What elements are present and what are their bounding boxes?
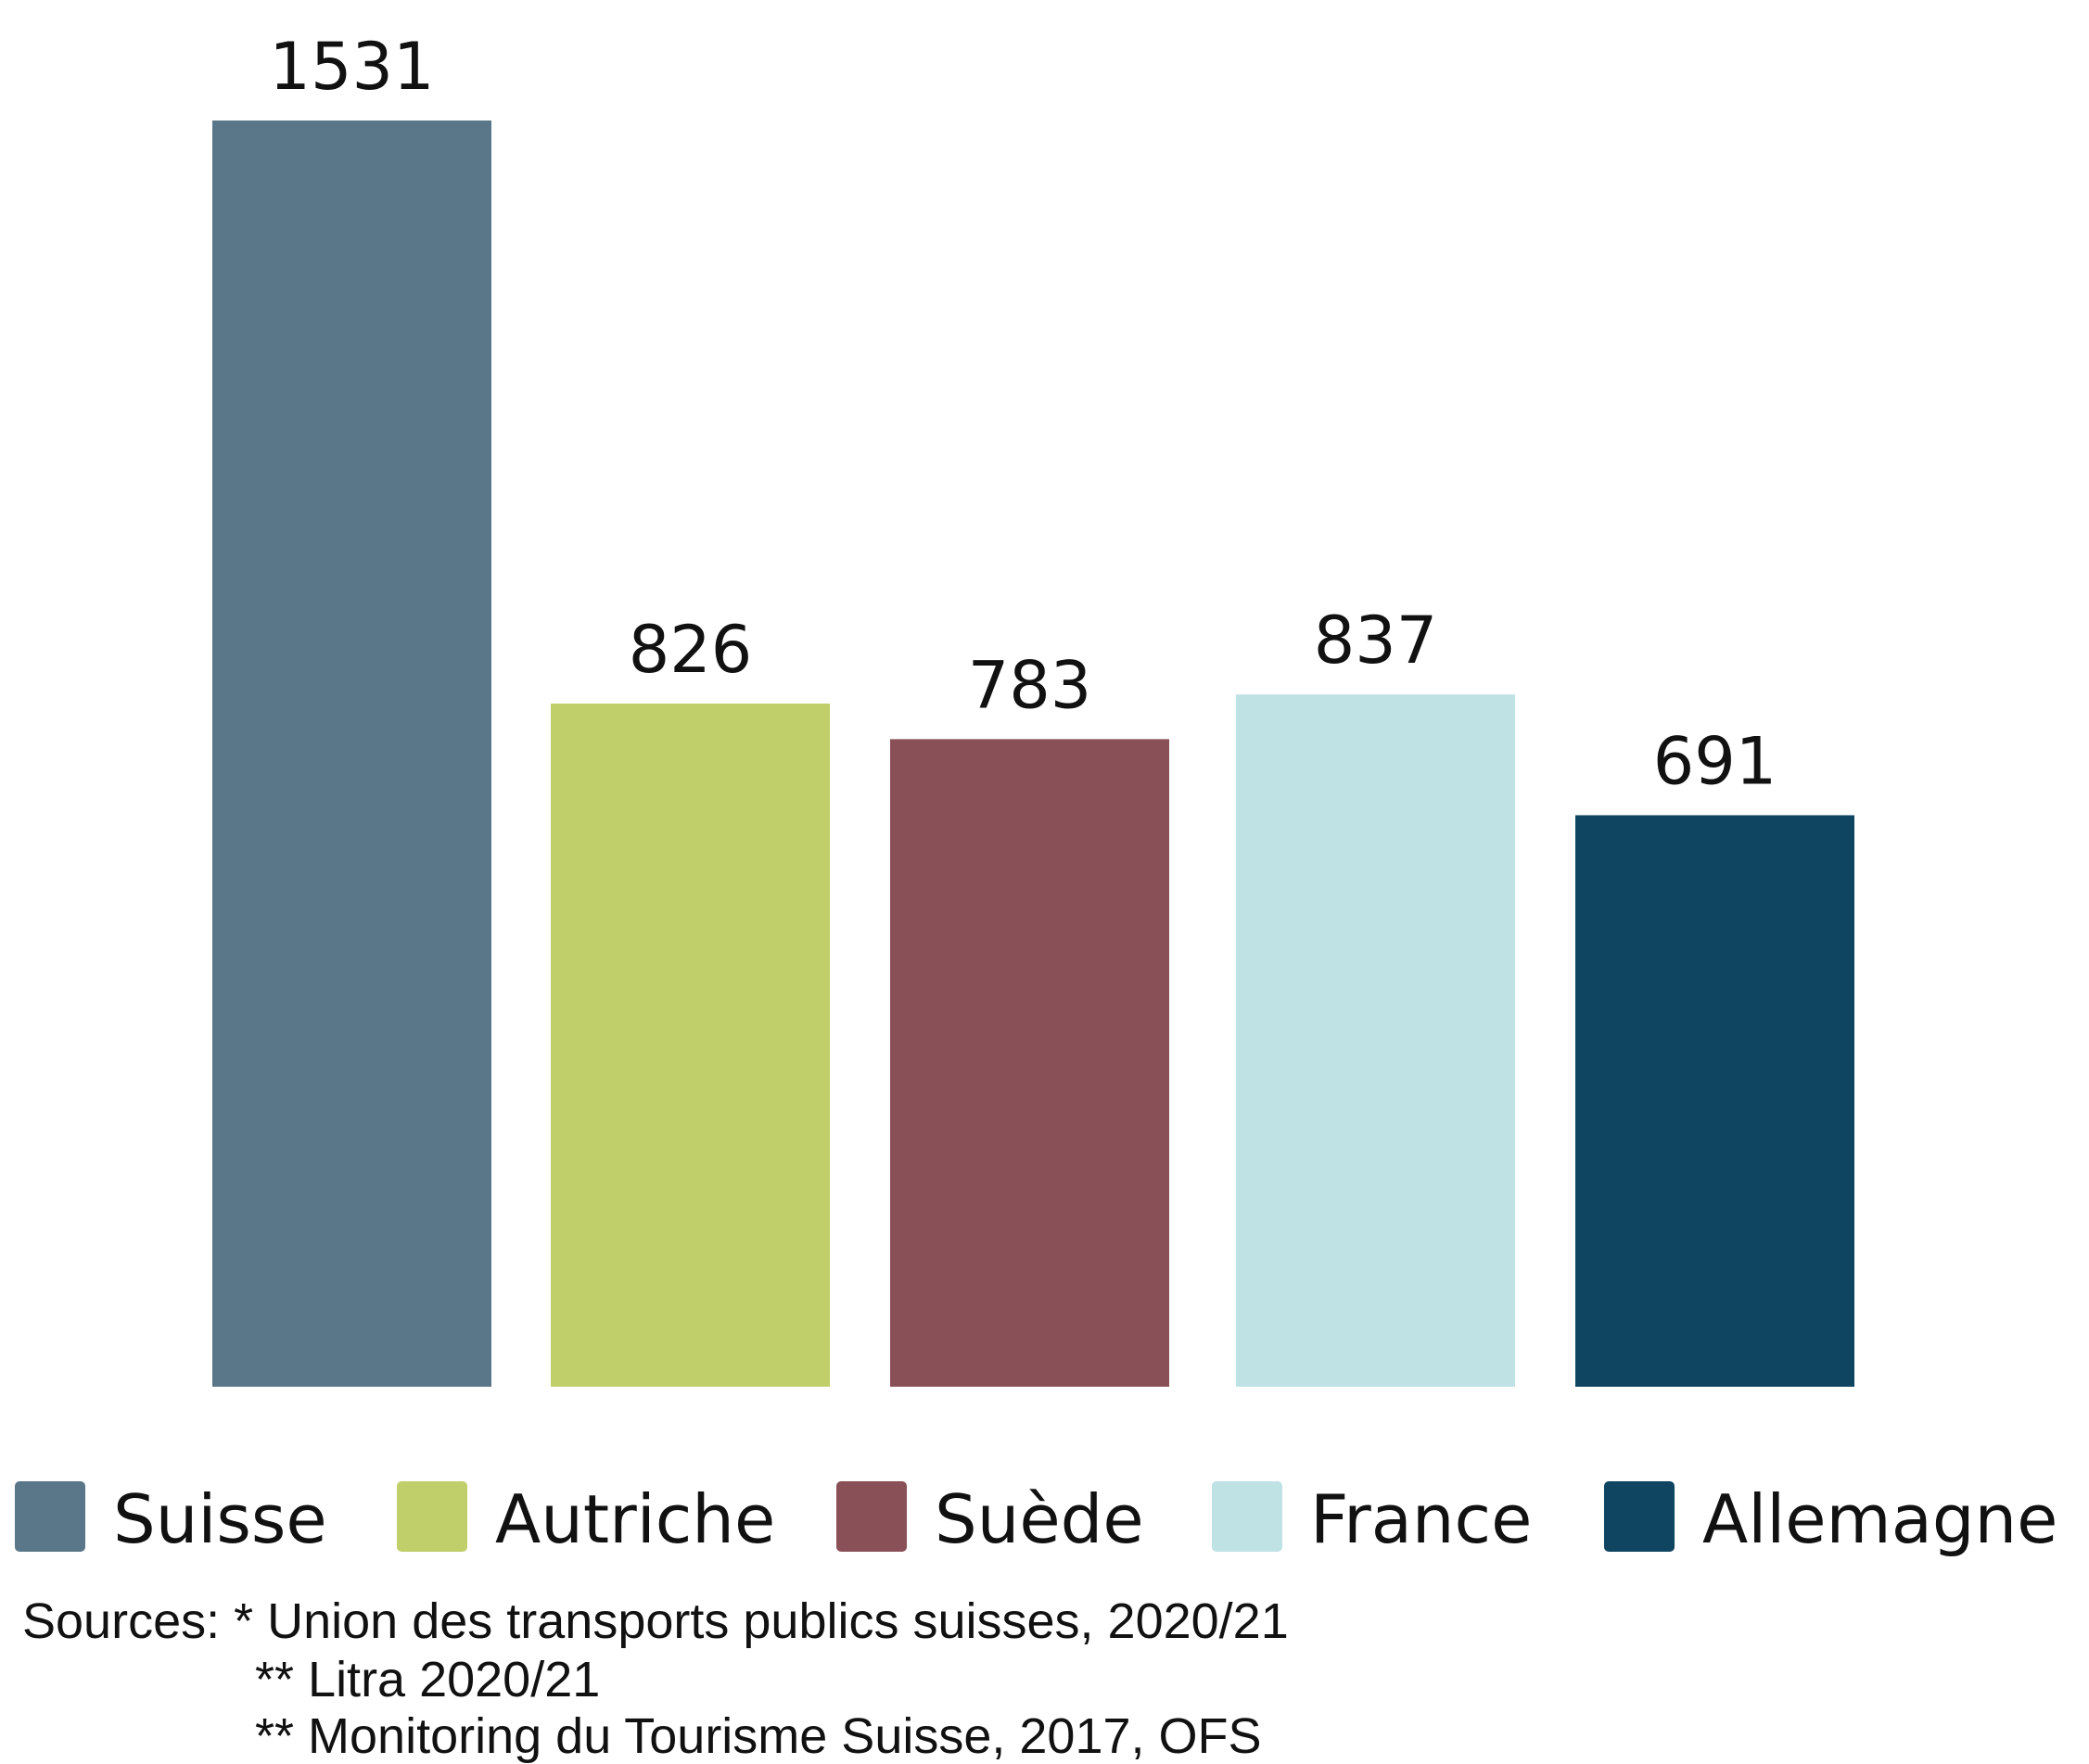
legend-label-allemagne: Allemagne: [1702, 1480, 2057, 1558]
bar-suisse: [212, 121, 491, 1387]
sources-line-1: Sources: * Union des transports publics …: [22, 1593, 1289, 1649]
bar-autriche: [551, 704, 830, 1387]
value-label-france: 837: [1314, 603, 1438, 679]
sources-line-3: ** Monitoring du Tourisme Suisse, 2017, …: [255, 1708, 1262, 1764]
bar-suede: [890, 739, 1169, 1387]
legend-label-france: France: [1310, 1480, 1532, 1558]
value-label-suede: 783: [968, 647, 1092, 723]
legend-swatch-suisse: [15, 1481, 85, 1552]
legend-swatch-france: [1212, 1481, 1282, 1552]
legend-swatch-allemagne: [1604, 1481, 1675, 1552]
bar-france: [1236, 694, 1515, 1387]
value-label-autriche: 826: [629, 612, 753, 688]
value-label-allemagne: 691: [1653, 723, 1777, 799]
legend-label-suisse: Suisse: [113, 1480, 327, 1558]
bars-group: [212, 121, 1854, 1387]
bar-allemagne: [1575, 815, 1854, 1387]
legend-swatch-autriche: [397, 1481, 467, 1552]
legend: Suisse Autriche Suède France Allemagne: [15, 1480, 2057, 1558]
value-labels-group: 1531 826 783 837 691: [269, 29, 1777, 799]
legend-label-suede: Suède: [935, 1480, 1144, 1558]
sources-line-2: ** Litra 2020/21: [255, 1652, 601, 1707]
legend-swatch-suede: [836, 1481, 907, 1552]
legend-label-autriche: Autriche: [495, 1480, 775, 1558]
value-label-suisse: 1531: [269, 29, 434, 105]
